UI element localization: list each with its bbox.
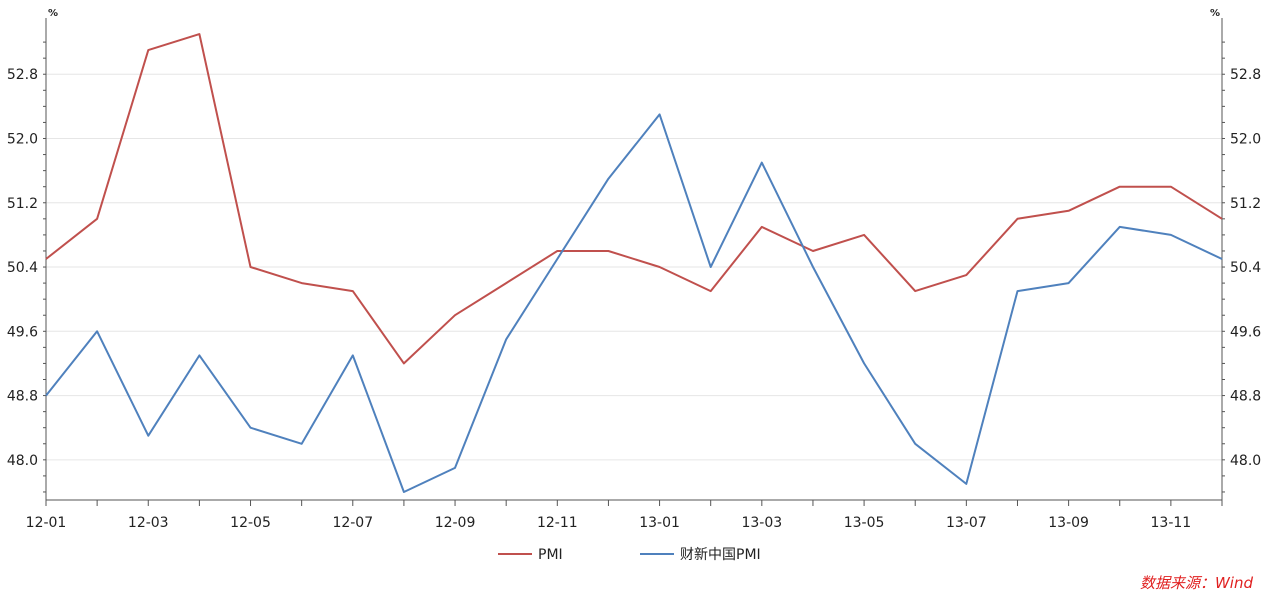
x-tick-label: 13-11 [1151,515,1192,531]
y-tick-label-right: 51.2 [1230,196,1261,212]
y-tick-label-right: 52.8 [1230,67,1261,83]
x-tick-label: 12-11 [537,515,578,531]
y-tick-label-left: 48.0 [7,453,38,469]
x-tick-label: 13-07 [946,515,987,531]
y-unit-right: % [1210,8,1220,19]
series-line-1 [45,113,1223,493]
x-tick-label: 13-09 [1048,515,1089,531]
y-tick-label-right: 49.6 [1230,324,1261,340]
x-tick-label: 12-01 [26,515,67,531]
y-tick-label-right: 50.4 [1230,260,1261,276]
y-unit-left: % [48,8,58,19]
legend-label-0: PMI [538,547,563,563]
y-tick-label-right: 48.0 [1230,453,1261,469]
axes: 48.0 48.0 48.8 48.8 49.6 49.6 50.4 50.4 51.2 51.2… [7,8,1261,531]
y-tick-label-left: 48.8 [7,389,38,405]
y-tick-label-left: 51.2 [7,196,38,212]
y-tick-label-left: 52.0 [7,132,38,148]
y-tick-label-left: 50.4 [7,260,38,276]
y-tick-label-right: 48.8 [1230,389,1261,405]
x-tick-label: 12-09 [435,515,476,531]
y-tick-label-right: 52.0 [1230,132,1261,148]
gridlines [46,73,1222,461]
x-tick-label: 12-03 [128,515,169,531]
series-line-0 [45,33,1223,365]
legend-label-1: 财新中国PMI [680,547,761,563]
x-tick-label: 12-07 [332,515,373,531]
x-tick-label: 13-05 [844,515,885,531]
y-tick-label-left: 52.8 [7,67,38,83]
series-group [45,33,1223,493]
x-tick-label: 12-05 [230,515,271,531]
x-tick-label: 13-03 [741,515,782,531]
y-tick-label-left: 49.6 [7,324,38,340]
source-note: 数据来源：Wind [1140,574,1254,592]
legend: PMI 财新中国PMI [498,547,761,563]
x-tick-label: 13-01 [639,515,680,531]
